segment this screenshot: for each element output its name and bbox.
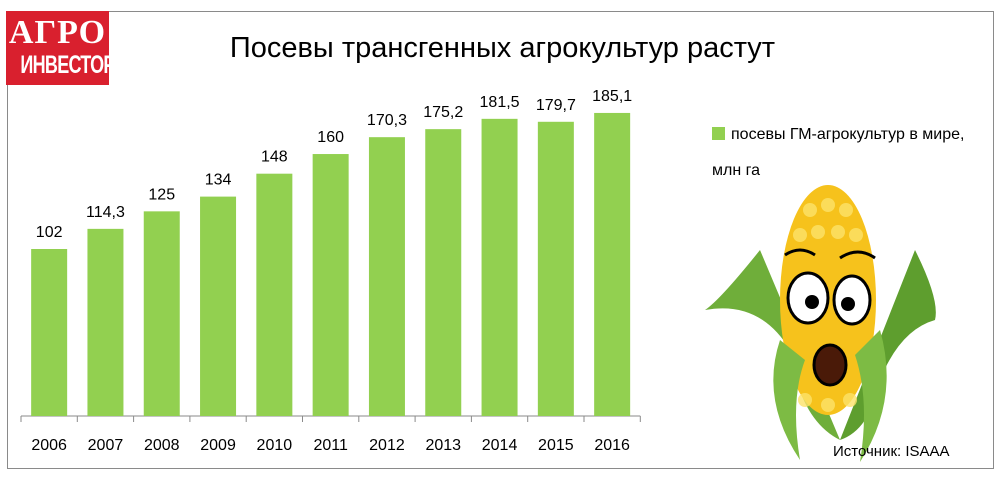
chart-title: Посевы трансгенных агрокультур растут <box>229 32 776 64</box>
data-label: 160 <box>317 129 344 146</box>
x-tick-label: 2010 <box>257 437 293 454</box>
data-label: 148 <box>261 149 288 166</box>
data-label: 170,3 <box>367 112 407 129</box>
data-label: 134 <box>205 172 232 189</box>
bar <box>425 129 462 416</box>
data-label: 185,1 <box>592 88 632 105</box>
logo: АГРО ИНВЕСТОР <box>6 11 115 85</box>
x-tick-label: 2016 <box>594 437 630 454</box>
data-label: 175,2 <box>423 104 463 121</box>
x-tick-label: 2011 <box>313 437 348 454</box>
x-tick-label: 2009 <box>200 437 236 454</box>
data-label: 125 <box>148 186 175 203</box>
bar <box>31 249 68 416</box>
bar <box>256 173 293 416</box>
bar <box>200 196 237 416</box>
x-tick-label: 2008 <box>144 437 180 454</box>
x-tick-label: 2013 <box>425 437 461 454</box>
data-label: 181,5 <box>480 94 520 111</box>
bar <box>368 137 405 417</box>
x-tick-label: 2006 <box>31 437 67 454</box>
bar <box>312 154 349 416</box>
data-label: 102 <box>36 224 63 241</box>
x-tick-label: 2014 <box>482 437 518 454</box>
bar <box>537 121 574 417</box>
legend-swatch <box>712 127 725 140</box>
bar <box>481 118 518 417</box>
data-label: 114,3 <box>86 204 125 221</box>
legend-label: посевы ГМ-агрокультур в мире, млн га <box>712 126 965 179</box>
bar <box>87 228 124 416</box>
data-label: 179,7 <box>536 97 576 114</box>
bar <box>143 211 180 416</box>
x-tick-label: 2012 <box>369 437 405 454</box>
x-tick-label: 2015 <box>538 437 574 454</box>
source-note: Источник: ISAAA <box>833 443 950 460</box>
logo-line1: АГРО <box>8 14 107 51</box>
legend: посевы ГМ-агрокультур в мире, млн га <box>712 117 992 189</box>
bar <box>594 112 631 416</box>
chart-frame <box>7 11 994 469</box>
x-tick-label: 2007 <box>88 437 124 454</box>
